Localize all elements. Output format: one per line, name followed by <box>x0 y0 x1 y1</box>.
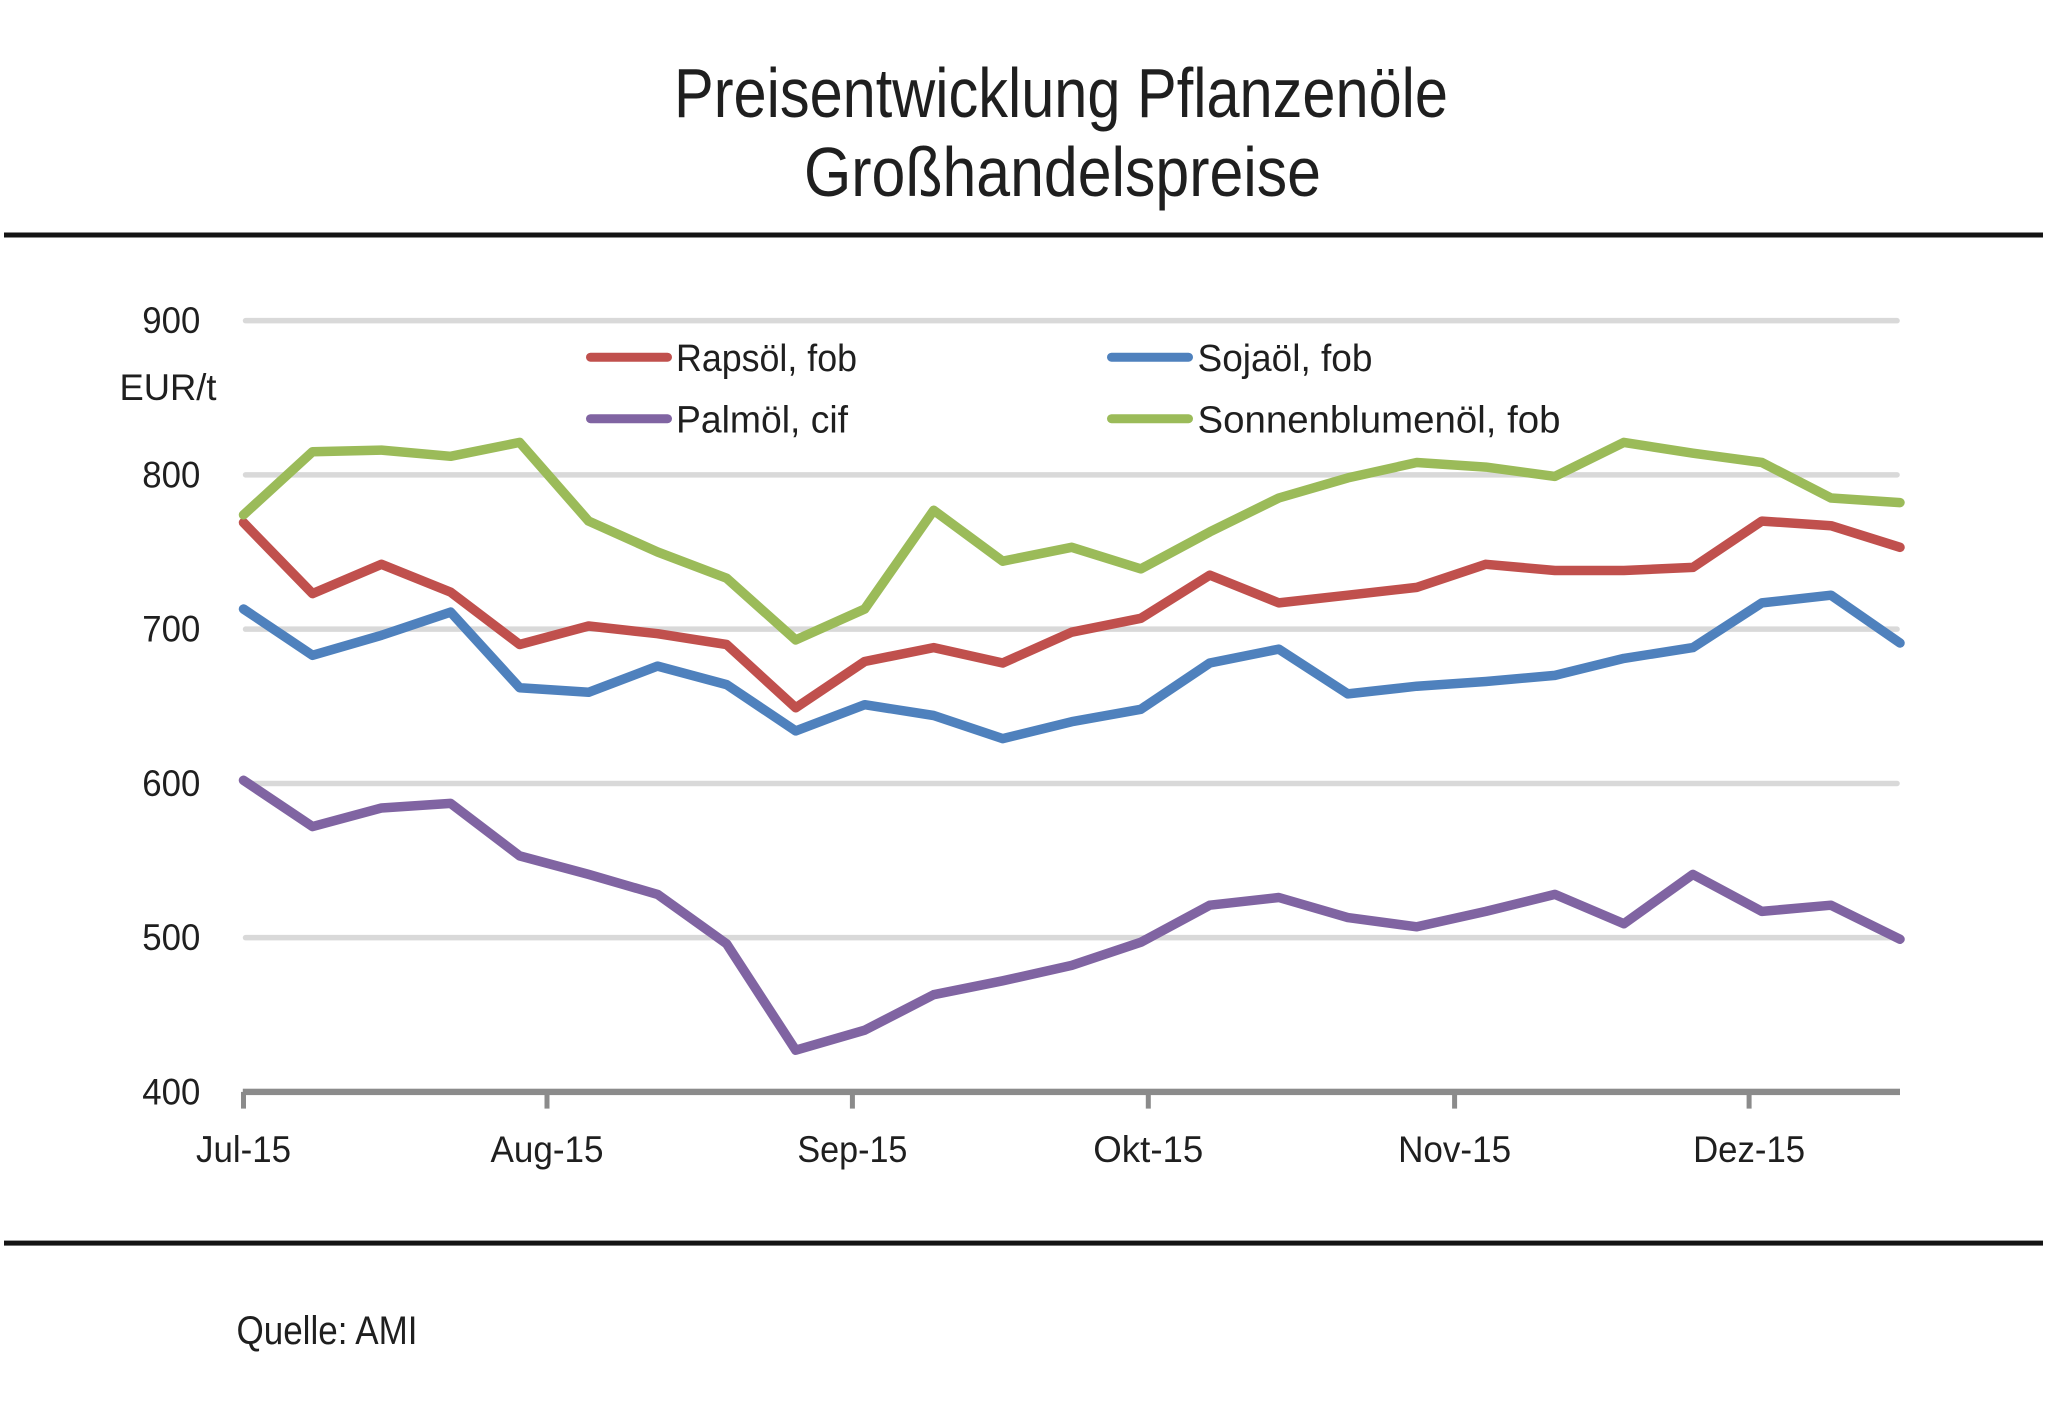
svg-text:Rapsöl, fob: Rapsöl, fob <box>676 338 857 380</box>
svg-text:Sojaöl, fob: Sojaöl, fob <box>1198 338 1373 380</box>
svg-text:Okt-15: Okt-15 <box>1093 1129 1203 1170</box>
svg-text:800: 800 <box>142 454 200 495</box>
svg-text:Quelle: AMI: Quelle: AMI <box>237 1309 418 1353</box>
svg-text:900: 900 <box>142 300 200 341</box>
svg-text:EUR/t: EUR/t <box>120 367 218 408</box>
svg-text:500: 500 <box>142 917 200 958</box>
svg-text:400: 400 <box>142 1072 200 1113</box>
svg-text:600: 600 <box>142 763 200 804</box>
svg-text:Aug-15: Aug-15 <box>491 1129 604 1170</box>
svg-text:Jul-15: Jul-15 <box>196 1129 291 1170</box>
svg-text:700: 700 <box>142 609 200 650</box>
svg-text:Preisentwicklung Pflanzenöle: Preisentwicklung Pflanzenöle <box>674 54 1448 132</box>
svg-text:Großhandelspreise: Großhandelspreise <box>804 133 1321 211</box>
svg-text:Dez-15: Dez-15 <box>1693 1129 1805 1170</box>
svg-text:Nov-15: Nov-15 <box>1398 1129 1511 1170</box>
svg-text:Sonnenblumenöl, fob: Sonnenblumenöl, fob <box>1198 400 1561 442</box>
svg-text:Sep-15: Sep-15 <box>797 1129 907 1170</box>
svg-text:Palmöl, cif: Palmöl, cif <box>676 400 848 442</box>
